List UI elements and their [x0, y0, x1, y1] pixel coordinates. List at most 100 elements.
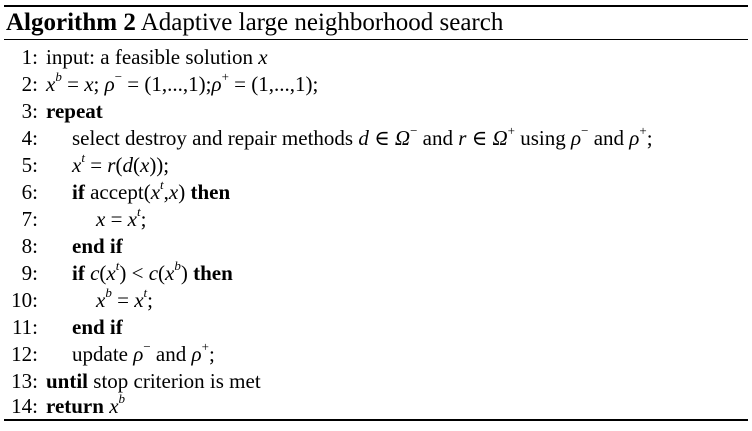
line-number: 6: — [21, 180, 38, 204]
math-var: x — [150, 180, 161, 204]
text: and — [588, 126, 630, 150]
math-var: x — [96, 207, 106, 231]
math-var: x — [258, 45, 268, 69]
text: ( — [99, 261, 107, 285]
math-var: x — [168, 180, 179, 204]
superscript: b — [174, 258, 181, 274]
text: ) — [180, 261, 194, 285]
superscript: − — [410, 123, 418, 139]
superscript: − — [581, 123, 589, 139]
line-number: 13: — [11, 369, 38, 393]
line-code: until stop criterion is met — [46, 368, 261, 394]
top-rule — [4, 5, 748, 7]
superscript: t — [160, 177, 164, 193]
line-code: xb = x; ρ− = (1,...,1);ρ+ = (1,...,1); — [46, 69, 319, 97]
keyword: until — [46, 369, 89, 393]
line-number: 9: — [21, 261, 38, 285]
keyword: repeat — [46, 99, 103, 123]
line-code: return xb — [46, 391, 126, 419]
math-var: x — [106, 261, 116, 285]
text: ; — [646, 126, 653, 150]
algorithm-title: Adaptive large neighborhood search — [140, 9, 504, 36]
text: ∈ — [466, 126, 493, 150]
superscript: b — [105, 285, 112, 301]
text: = — [111, 288, 135, 312]
keyword: if — [72, 261, 85, 285]
keyword: end if — [72, 234, 123, 258]
text: = — [61, 72, 85, 96]
text: select destroy and repair methods — [72, 126, 359, 150]
line-number: 1: — [21, 45, 38, 69]
keyword: then — [193, 261, 233, 285]
math-var: Ω — [394, 126, 411, 150]
text: update — [72, 342, 134, 366]
math-var: ρ — [133, 342, 144, 366]
line-code: end if — [72, 314, 123, 340]
text: ) < — [119, 261, 149, 285]
line-code: end if — [72, 233, 123, 259]
text: and — [150, 342, 192, 366]
line-code: select destroy and repair methods d ∈ Ω−… — [72, 123, 653, 151]
line-number: 8: — [21, 234, 38, 258]
math-var: x — [139, 153, 150, 177]
text: ( — [115, 153, 123, 177]
math-var: d — [122, 153, 133, 177]
line-code: xb = xt; — [96, 285, 153, 313]
math-var: ρ — [629, 126, 640, 150]
math-var: x — [109, 394, 119, 418]
text: )); — [149, 153, 170, 177]
math-var: x — [165, 261, 175, 285]
superscript: t — [143, 285, 148, 301]
keyword: end if — [72, 315, 123, 339]
superscript: + — [221, 69, 229, 85]
text: ( — [132, 153, 140, 177]
text: accept( — [84, 180, 151, 204]
math-var: x — [84, 72, 94, 96]
text: stop criterion is met — [88, 369, 261, 393]
text: and — [417, 126, 459, 150]
line-code: xt = r(d(x)); — [72, 151, 170, 178]
line-number: 12: — [11, 342, 38, 366]
superscript: t — [137, 204, 141, 220]
superscript: + — [201, 339, 209, 355]
line-code: input: a feasible solution x — [46, 44, 268, 70]
math-var: ρ — [211, 72, 222, 96]
math-var: x — [46, 72, 56, 96]
superscript: + — [639, 123, 647, 139]
line-number: 5: — [21, 153, 38, 177]
line-number: 2: — [21, 72, 38, 96]
line-code: repeat — [46, 98, 103, 124]
math-var: ρ — [191, 342, 202, 366]
text: input: a feasible solution — [46, 45, 259, 69]
math-var: x — [127, 207, 137, 231]
math-var: c — [90, 261, 100, 285]
superscript: t — [115, 258, 120, 274]
algorithm-caption: Algorithm 2 Adaptive large neighborhood … — [6, 9, 503, 37]
text: = (1,...,1); — [228, 72, 319, 96]
text: using — [515, 126, 572, 150]
line-number: 10: — [11, 288, 38, 312]
line-code: if c(xt) < c(xb) then — [72, 258, 233, 286]
math-var: x — [72, 153, 82, 177]
line-number: 14: — [11, 394, 38, 418]
text: ) — [178, 180, 191, 204]
superscript: b — [118, 391, 126, 407]
math-var: c — [148, 261, 159, 285]
algorithm-label: Algorithm 2 — [6, 9, 136, 36]
text: ∈ — [368, 126, 395, 150]
line-number: 11: — [11, 315, 38, 339]
text: ; — [93, 72, 105, 96]
keyword: then — [190, 180, 231, 204]
math-var: r — [107, 153, 116, 177]
line-number: 4: — [21, 126, 38, 150]
text: ; — [147, 288, 153, 312]
line-code: x = xt; — [96, 204, 147, 232]
math-var: ρ — [571, 126, 582, 150]
text: = — [84, 153, 108, 177]
math-var: r — [458, 126, 467, 150]
math-var: x — [134, 288, 144, 312]
text: ; — [140, 207, 147, 231]
superscript: − — [143, 339, 151, 355]
bottom-rule — [4, 419, 748, 421]
line-code: update ρ− and ρ+; — [72, 339, 215, 367]
